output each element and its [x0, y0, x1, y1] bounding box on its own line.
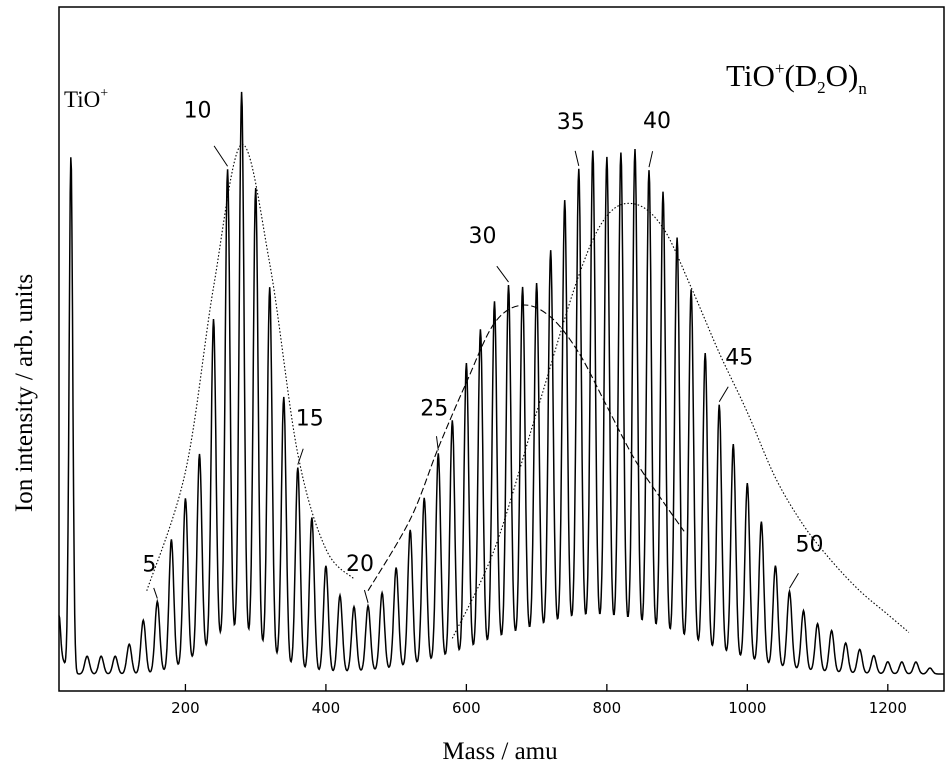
cluster-label-5: 5	[142, 552, 156, 577]
y-axis-label: Ion intensity / arb. units	[11, 274, 38, 512]
cluster-label-45: 45	[725, 346, 753, 371]
envelope-curve-3	[451, 202, 910, 639]
cluster-label-leader	[789, 573, 799, 589]
cluster-label-leader	[718, 386, 729, 403]
cluster-label-35: 35	[557, 110, 585, 135]
x-tick-label: 600	[452, 699, 481, 717]
cluster-label-leader	[213, 145, 228, 167]
formula-annotation: TiO+(D2O)n	[726, 58, 867, 98]
cluster-labels: 5 10 15 20 25 30 35 40 45 50	[142, 98, 823, 603]
cluster-label-leader	[297, 448, 304, 465]
x-tick-label: 800	[593, 699, 622, 717]
spectrum-line	[58, 91, 944, 675]
cluster-label-40: 40	[643, 109, 671, 134]
tio-peak-label: TiO+	[64, 86, 108, 112]
plot-frame	[58, 6, 945, 692]
cluster-label-leader	[648, 151, 654, 168]
x-tick-label: 1200	[869, 699, 907, 717]
cluster-label-50: 50	[795, 532, 823, 557]
x-axis: 200 400 600 800 1000 1200	[171, 684, 907, 717]
cluster-label-30: 30	[469, 224, 497, 249]
cluster-label-leader	[574, 150, 580, 166]
x-tick-label: 400	[312, 699, 341, 717]
envelope-curve-2	[367, 304, 685, 592]
cluster-label-leader	[153, 587, 158, 599]
cluster-label-leader	[496, 265, 509, 283]
x-tick-label: 1000	[728, 699, 766, 717]
x-axis-label: Mass / amu	[442, 738, 558, 765]
cluster-label-leader	[363, 589, 369, 603]
x-tick-label: 200	[171, 699, 200, 717]
cluster-label-20: 20	[346, 552, 374, 577]
cluster-label-25: 25	[420, 396, 448, 421]
cluster-label-leader	[435, 436, 439, 451]
envelope-curves	[146, 143, 910, 639]
cluster-label-15: 15	[296, 407, 324, 432]
cluster-label-10: 10	[184, 98, 212, 123]
envelope-curve-1	[146, 143, 355, 591]
